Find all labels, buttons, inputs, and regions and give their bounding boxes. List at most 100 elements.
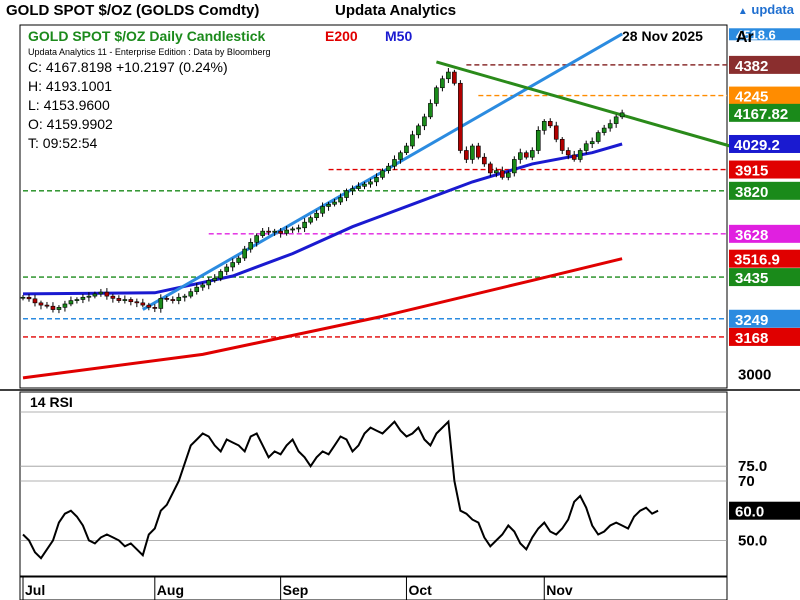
rsi-panel-frame	[19, 391, 728, 577]
x-label-Oct: Oct	[408, 582, 432, 598]
candle-body	[290, 228, 295, 231]
candle-body	[56, 307, 62, 310]
candle-body	[464, 150, 469, 160]
candle-body	[26, 296, 32, 300]
candle-body	[164, 298, 170, 300]
candle-body	[326, 203, 331, 207]
level-tag-4245	[729, 86, 800, 105]
ohlc-close: C: 4167.8198 +10.2197 (0.24%)	[28, 59, 228, 75]
candle-body	[500, 170, 505, 178]
rsi-layer	[20, 411, 727, 560]
x-label-Sep: Sep	[283, 582, 309, 598]
price-tag-4167.82	[729, 103, 800, 122]
level-tag-text-3628: 3628	[735, 227, 768, 244]
candle-body	[356, 186, 361, 189]
candle-body	[38, 302, 44, 306]
m50-line	[22, 142, 623, 296]
candle-body	[470, 145, 475, 160]
candle-body	[188, 291, 194, 297]
candle-body	[206, 280, 212, 286]
candle-body	[62, 303, 68, 308]
candle-body	[416, 125, 421, 136]
candle-body	[523, 152, 529, 158]
ticker-title: GOLD SPOT $/OZ (GOLDS Comdty)	[6, 2, 260, 19]
candle-body	[398, 152, 403, 160]
logo-arrow-icon: ▲	[737, 6, 748, 17]
candle-body	[32, 298, 38, 304]
candle-body	[20, 296, 26, 299]
candle-body	[458, 82, 463, 151]
candle-body	[553, 125, 559, 140]
level-tag-text-4382: 4382	[735, 58, 768, 75]
price-panel-frame	[19, 24, 728, 389]
level-tag-text-3820: 3820	[735, 184, 768, 201]
candle-body	[314, 212, 319, 219]
candle-body	[541, 121, 547, 131]
candle-body	[511, 159, 517, 174]
x-label-Jul: Jul	[25, 582, 45, 598]
candle-body	[158, 298, 164, 309]
candle-body	[488, 163, 493, 174]
candle-body	[146, 304, 152, 308]
price-layer	[20, 32, 731, 380]
candle-body	[230, 262, 236, 268]
level-tag-3915	[729, 160, 800, 179]
ohlc-time: T: 09:52:54	[28, 135, 97, 151]
candle-body	[577, 150, 583, 160]
candle-body	[134, 301, 140, 304]
candle-body	[260, 230, 265, 236]
level-tag-3435	[729, 268, 800, 287]
price-tag-text-4167.82: 4167.82	[734, 106, 788, 123]
candle-body	[559, 138, 565, 151]
candle-body	[110, 295, 116, 299]
x-label-Aug: Aug	[157, 582, 184, 598]
candle-body	[332, 201, 337, 205]
candle-body	[170, 299, 176, 301]
candle-body	[44, 304, 50, 307]
candle-body	[380, 170, 385, 178]
level-tag-text-3168: 3168	[735, 330, 768, 347]
candle-body	[535, 130, 541, 151]
level-tag-4382	[729, 55, 800, 74]
candle-body	[601, 127, 607, 133]
ohlc-open: O: 4159.9902	[28, 116, 113, 132]
candle-body	[476, 145, 481, 158]
candle-body	[254, 235, 259, 243]
candle-body	[140, 302, 146, 306]
rsi-current-text: 60.0	[735, 504, 764, 521]
candle-body	[218, 271, 224, 279]
candle-body	[434, 87, 439, 104]
level-tag-3628	[729, 224, 800, 243]
candle-body	[619, 112, 625, 118]
candle-body	[392, 159, 397, 167]
candle-body	[506, 172, 511, 178]
updata-logo: ▲ updata	[738, 2, 794, 17]
price-tag-4029.2	[729, 134, 800, 153]
candle-body	[98, 291, 104, 295]
candle-body	[529, 150, 535, 158]
candle-body	[607, 123, 613, 129]
candle-body	[68, 300, 74, 305]
candle-body	[104, 291, 110, 297]
candle-body	[583, 143, 589, 151]
candle-body	[50, 305, 56, 310]
candle-body	[565, 150, 571, 156]
price-tick-label: 3000	[738, 367, 771, 384]
candle-body	[86, 295, 92, 298]
candle-body	[452, 71, 457, 84]
candle-body	[284, 229, 289, 234]
candle-body	[613, 116, 619, 124]
candle-body	[182, 295, 188, 298]
candle-body	[410, 134, 415, 147]
source-line: Updata Analytics 11 - Enterprise Edition…	[28, 47, 270, 57]
rsi-tick-label: 70	[738, 473, 755, 490]
candle-body	[176, 296, 182, 301]
candle-body	[152, 307, 158, 309]
top-partial-tag	[729, 28, 800, 41]
level-tag-text-3435: 3435	[735, 270, 768, 287]
candle-body	[350, 188, 355, 192]
ohlc-high: H: 4193.1001	[28, 78, 112, 94]
candle-body	[248, 242, 253, 250]
candle-body	[302, 221, 307, 229]
